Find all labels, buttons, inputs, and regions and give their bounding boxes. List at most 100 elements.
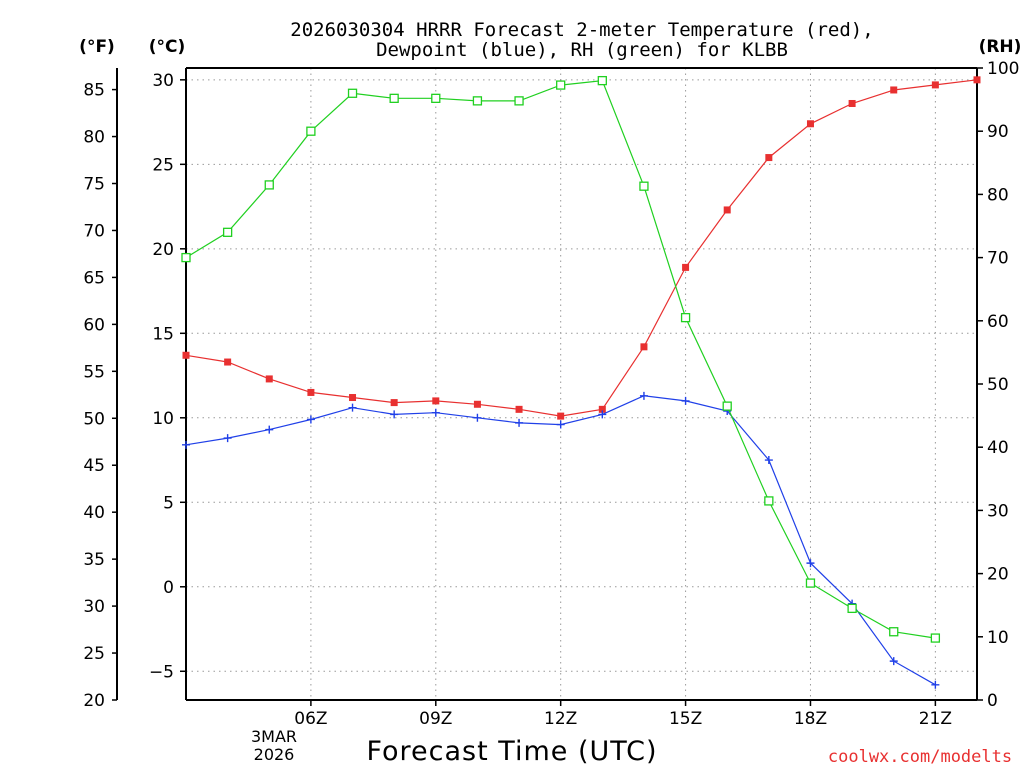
rh-point bbox=[514, 96, 524, 106]
temperature-point bbox=[432, 397, 440, 405]
fahrenheit-tick-label: 25 bbox=[83, 644, 105, 664]
temperature-point bbox=[806, 120, 814, 128]
rh-unit-label: (RH) bbox=[979, 37, 1022, 57]
rh-tick-label: 0 bbox=[987, 691, 998, 711]
rh-tick-label: 10 bbox=[987, 628, 1009, 648]
fahrenheit-tick-label: 55 bbox=[83, 362, 105, 382]
rh-point bbox=[680, 312, 691, 323]
x-tick-label: 18Z bbox=[794, 709, 827, 729]
dewpoint-point bbox=[306, 415, 315, 424]
dewpoint-point bbox=[473, 413, 482, 422]
rh-tick-label: 70 bbox=[987, 249, 1009, 269]
celsius-tick-label: 30 bbox=[152, 71, 174, 91]
fahrenheit-tick-label: 60 bbox=[83, 315, 105, 335]
celsius-tick-label: 15 bbox=[152, 324, 174, 344]
chart-title: 2026030304 HRRR Forecast 2-meter Tempera… bbox=[290, 19, 873, 41]
fahrenheit-tick-label: 35 bbox=[83, 550, 105, 570]
dewpoint-point bbox=[598, 410, 607, 419]
dewpoint-point bbox=[806, 559, 815, 568]
date-label-year: 2026 bbox=[254, 745, 295, 764]
dewpoint-point bbox=[390, 410, 399, 419]
rh-tick-label: 60 bbox=[987, 312, 1009, 332]
celsius-tick-label: −5 bbox=[149, 662, 174, 682]
data-series bbox=[181, 75, 981, 689]
rh-point bbox=[597, 75, 607, 86]
temperature-point bbox=[682, 263, 690, 271]
x-tick-label: 15Z bbox=[669, 709, 702, 729]
fahrenheit-unit-label: (°F) bbox=[79, 37, 115, 57]
fahrenheit-tick-label: 30 bbox=[83, 597, 105, 617]
temperature-point bbox=[598, 405, 606, 413]
celsius-tick-label: 0 bbox=[163, 578, 174, 598]
temperature-point bbox=[224, 358, 232, 366]
celsius-tick-label: 10 bbox=[152, 409, 174, 429]
grid-lines bbox=[186, 68, 977, 700]
date-label-day: 3MAR bbox=[251, 727, 297, 746]
rh-point bbox=[805, 578, 816, 588]
fahrenheit-tick-label: 85 bbox=[83, 81, 105, 101]
temperature-point bbox=[723, 206, 731, 214]
fahrenheit-tick-label: 20 bbox=[83, 691, 105, 711]
temperature-point bbox=[473, 400, 481, 408]
temperature-point bbox=[390, 399, 398, 407]
temperature-point bbox=[848, 99, 856, 107]
rh-tick-label: 40 bbox=[987, 438, 1009, 458]
dewpoint-point bbox=[681, 396, 690, 405]
series-dewpoint bbox=[182, 391, 940, 689]
axes: 20 25 30 35 40 45 50 55 60 65 70 75 80 85 −5 0 5 10 15 20 25… bbox=[83, 59, 1019, 729]
rh-point bbox=[847, 603, 857, 614]
rh-point bbox=[556, 80, 566, 90]
temperature-line bbox=[185, 79, 978, 417]
series-rh bbox=[181, 75, 941, 643]
temperature-point bbox=[182, 351, 190, 359]
dewpoint-point bbox=[931, 680, 940, 689]
temperature-point bbox=[765, 154, 773, 162]
celsius-unit-label: (°C) bbox=[149, 37, 186, 57]
chart-subtitle: Dewpoint (blue), RH (green) for KLBB bbox=[376, 39, 788, 61]
rh-tick-label: 80 bbox=[987, 185, 1009, 205]
dewpoint-point bbox=[639, 391, 648, 400]
rh-point bbox=[389, 93, 399, 103]
celsius-tick-label: 5 bbox=[163, 493, 174, 513]
rh-tick-label: 90 bbox=[987, 122, 1009, 142]
temperature-point bbox=[349, 394, 357, 402]
rh-point bbox=[222, 227, 233, 237]
temperature-point bbox=[931, 81, 939, 89]
dewpoint-point bbox=[182, 440, 190, 449]
celsius-tick-label: 25 bbox=[152, 155, 174, 175]
temperature-point bbox=[557, 412, 565, 420]
fahrenheit-tick-label: 75 bbox=[83, 175, 105, 195]
rh-tick-label: 30 bbox=[987, 501, 1009, 521]
rh-point bbox=[347, 88, 358, 98]
rh-point bbox=[306, 126, 316, 136]
rh-point bbox=[431, 93, 441, 103]
rh-point bbox=[722, 401, 732, 411]
fahrenheit-tick-label: 50 bbox=[83, 409, 105, 429]
x-tick-label: 09Z bbox=[419, 709, 452, 729]
temperature-point bbox=[515, 405, 523, 413]
x-tick-label: 21Z bbox=[919, 709, 952, 729]
x-axis-title: Forecast Time (UTC) bbox=[366, 736, 657, 767]
x-tick-label: 12Z bbox=[544, 709, 577, 729]
rh-point bbox=[264, 180, 274, 190]
rh-point bbox=[181, 252, 191, 263]
dewpoint-point bbox=[764, 456, 773, 465]
dewpoint-point bbox=[889, 657, 898, 666]
temperature-point bbox=[307, 388, 315, 396]
rh-tick-label: 50 bbox=[987, 375, 1009, 395]
fahrenheit-tick-label: 65 bbox=[83, 268, 105, 288]
dewpoint-point bbox=[265, 425, 274, 434]
fahrenheit-tick-label: 80 bbox=[83, 128, 105, 148]
rh-tick-label: 100 bbox=[987, 59, 1019, 79]
fahrenheit-tick-label: 45 bbox=[83, 456, 105, 476]
dewpoint-point bbox=[223, 434, 232, 443]
x-tick-label: 06Z bbox=[294, 709, 327, 729]
fahrenheit-tick-label: 70 bbox=[83, 221, 105, 241]
temperature-point bbox=[640, 343, 648, 351]
rh-tick-label: 20 bbox=[987, 565, 1009, 585]
temperature-point bbox=[973, 76, 981, 84]
fahrenheit-tick-label: 40 bbox=[83, 503, 105, 523]
rh-point bbox=[639, 181, 649, 191]
